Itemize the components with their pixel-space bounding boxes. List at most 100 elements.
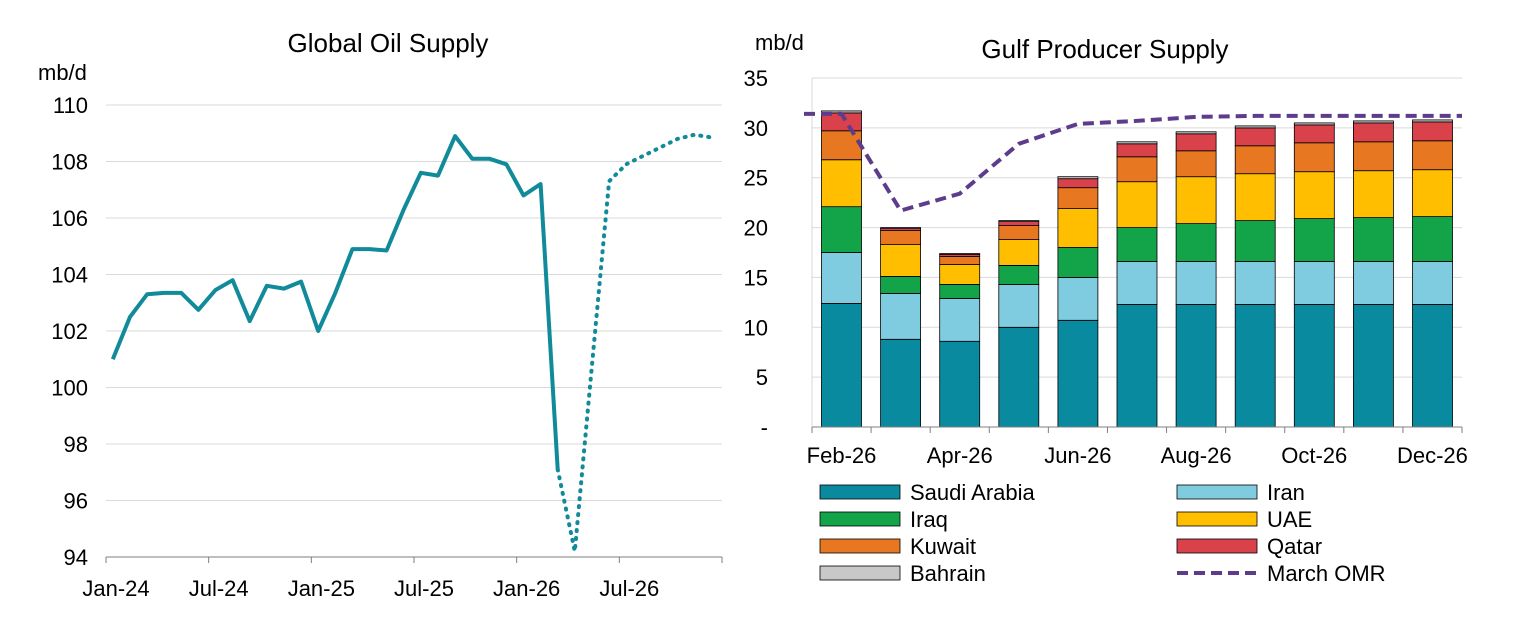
- bar-segment: [1234, 303, 1276, 428]
- bar-segment: [1175, 150, 1217, 178]
- left-y-tick: 110: [53, 93, 88, 118]
- bar-segment: [1412, 303, 1453, 428]
- bar-segment: [1175, 223, 1217, 262]
- march-omr-dashed-line: [804, 111, 1462, 213]
- right-x-tick: Oct-26: [1281, 443, 1347, 468]
- legend-swatch: [1176, 484, 1258, 500]
- bar-segment: [1353, 217, 1394, 262]
- bar-segment: [1234, 145, 1276, 175]
- bar-segment: [880, 292, 921, 340]
- bar-segment: [880, 244, 921, 277]
- bar-segment: [998, 326, 1040, 428]
- legend-swatch: [819, 484, 901, 500]
- legend-swatch: [819, 511, 901, 527]
- bar-segment: [880, 230, 921, 246]
- bar-segment: [880, 275, 921, 294]
- left-x-tick: Jan-26: [493, 576, 560, 601]
- left-y-tick: 96: [64, 489, 88, 514]
- legend-swatch: [819, 538, 901, 554]
- bar-segment: [998, 239, 1040, 266]
- right-chart-title: Gulf Producer Supply: [981, 34, 1228, 64]
- bar-segment: [1293, 303, 1335, 428]
- bar-segment: [1116, 141, 1158, 145]
- left-y-tick-labels: 94 96 98 100 102 104 106 108 110: [51, 93, 88, 570]
- bar-segment: [1057, 208, 1099, 248]
- bar-segment: [1234, 173, 1276, 221]
- legend-swatch: [1176, 511, 1258, 527]
- legend-label: Kuwait: [910, 534, 976, 559]
- global-oil-supply-chart: Global Oil Supply mb/d 94 96 98 100 102 104 10…: [38, 28, 723, 601]
- right-y-tick: 30: [744, 116, 768, 141]
- bar-segment: [821, 159, 862, 208]
- legend-swatch: [819, 565, 901, 581]
- bar-segment: [939, 340, 981, 428]
- right-y-tick: 20: [744, 216, 768, 241]
- bar-segment: [1353, 170, 1394, 218]
- left-x-tick: Jul-25: [394, 576, 454, 601]
- bar-segment: [821, 206, 862, 253]
- forecast-line: [555, 132, 714, 554]
- bar-segment: [1234, 261, 1276, 305]
- bar-segment: [939, 253, 981, 255]
- left-y-tick: 104: [51, 263, 88, 288]
- right-y-tick-labels: - 5 10 15 20 25 30 35: [744, 66, 768, 440]
- right-x-axis: [811, 426, 1463, 433]
- bar-segment: [821, 252, 862, 304]
- left-series-lines: [110, 132, 714, 554]
- bar-segment: [1293, 218, 1335, 262]
- right-y-unit-label: mb/d: [755, 30, 804, 55]
- bar-segment: [1353, 303, 1394, 428]
- bar-segment: [1293, 122, 1335, 126]
- right-y-tick: 5: [756, 365, 768, 390]
- left-y-tick: 98: [64, 432, 88, 457]
- bar-segment: [1057, 176, 1099, 180]
- left-gridlines: [106, 104, 722, 501]
- bar-segment: [1412, 121, 1453, 142]
- bar-segment: [1412, 140, 1453, 171]
- legend-label: Bahrain: [910, 561, 986, 586]
- gulf-producer-supply-chart: Gulf Producer Supply mb/d - 5 10 15 20 25 30 35…: [744, 30, 1468, 586]
- right-y-tick: 10: [744, 315, 768, 340]
- bar-segment: [1293, 142, 1335, 173]
- left-y-tick: 106: [51, 206, 88, 231]
- bar-segment: [1234, 220, 1276, 262]
- left-y-tick: 100: [51, 376, 88, 401]
- bar-segment: [1412, 169, 1453, 217]
- bar-segment: [1057, 276, 1099, 321]
- bar-segment: [880, 338, 921, 428]
- left-y-unit-label: mb/d: [38, 60, 87, 85]
- right-stacked-bars: [821, 110, 1453, 428]
- bar-segment: [1175, 303, 1217, 428]
- bar-segment: [1175, 133, 1217, 152]
- bar-segment: [939, 283, 981, 299]
- march-omr-line: [804, 111, 1462, 213]
- bar-segment: [880, 227, 921, 230]
- bar-segment: [821, 302, 862, 428]
- bar-segment: [1116, 227, 1158, 262]
- bar-segment: [1057, 187, 1099, 209]
- left-x-tick: Jul-24: [189, 576, 249, 601]
- bar-segment: [998, 283, 1040, 328]
- bar-segment: [998, 220, 1040, 223]
- left-x-axis: [105, 556, 723, 563]
- right-y-tick: 25: [744, 166, 768, 191]
- right-legend: Saudi Arabia Iran Iraq UAE Kuwait Qatar Bahrai…: [819, 480, 1386, 586]
- bar-segment: [1412, 261, 1453, 305]
- actual-line: [110, 134, 560, 470]
- bar-segment: [1057, 247, 1099, 278]
- right-x-tick: Jun-26: [1044, 443, 1111, 468]
- bar-segment: [1116, 303, 1158, 428]
- right-x-tick: Apr-26: [927, 443, 993, 468]
- right-x-tick: Aug-26: [1161, 443, 1232, 468]
- legend-label: UAE: [1267, 507, 1312, 532]
- bar-segment: [1412, 119, 1453, 123]
- bar-segment: [1412, 216, 1453, 262]
- left-chart-title: Global Oil Supply: [288, 28, 489, 58]
- bar-segment: [1057, 178, 1099, 189]
- bar-segment: [998, 221, 1040, 227]
- left-y-tick: 108: [51, 150, 88, 175]
- bar-segment: [1353, 261, 1394, 305]
- bar-segment: [1116, 143, 1158, 158]
- bar-segment: [1175, 176, 1217, 224]
